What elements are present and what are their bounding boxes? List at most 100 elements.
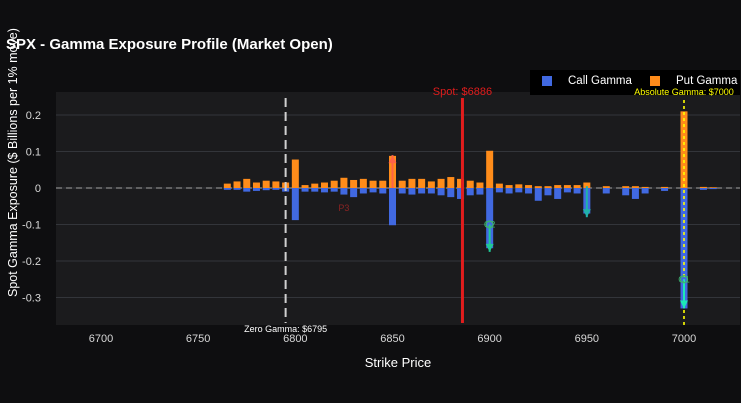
put-bar [379, 180, 387, 188]
put-bar [699, 186, 707, 188]
call-bar [359, 188, 367, 194]
level-arrow-head [680, 300, 688, 309]
call-bar [369, 188, 377, 193]
put-bar [602, 186, 610, 188]
call-bar [320, 188, 328, 193]
call-bar [661, 188, 669, 191]
put-bar [515, 184, 523, 188]
put-bar [291, 159, 299, 188]
legend-call-label: Call Gamma [568, 75, 632, 87]
call-bar [350, 188, 358, 198]
call-bar [554, 188, 562, 199]
call-swatch [542, 76, 552, 86]
put-bar [369, 180, 377, 188]
put-bar [466, 180, 474, 188]
call-bar [330, 188, 338, 192]
y-tick-label: 0.1 [26, 147, 41, 159]
legend-put-label: Put Gamma [676, 75, 738, 87]
chart-title: SPX - Gamma Exposure Profile (Market Ope… [6, 36, 333, 53]
level-label: C1 [678, 274, 690, 284]
put-bar [311, 183, 319, 188]
y-tick-label: -0.1 [22, 220, 41, 232]
call-bar [505, 188, 513, 194]
x-tick-label: 6950 [575, 333, 599, 345]
call-bar [398, 188, 406, 194]
put-bar [408, 178, 416, 188]
call-bar [233, 188, 241, 190]
put-bar [563, 185, 571, 188]
put-bar [427, 181, 435, 188]
level-arrow-head [388, 155, 397, 164]
put-bar [223, 183, 231, 188]
call-bar [243, 188, 251, 192]
level-label: P3 [338, 203, 349, 213]
y-tick-label: 0.2 [26, 110, 41, 122]
y-tick-label: 0 [35, 183, 41, 195]
call-bar [680, 188, 688, 309]
put-bar [233, 181, 241, 188]
level-marker [485, 220, 494, 229]
put-bar [622, 186, 630, 188]
call-bar [301, 188, 309, 192]
put-bar [709, 187, 717, 188]
call-bar [262, 188, 270, 191]
call-bar [515, 188, 523, 193]
call-bar [272, 188, 280, 190]
put-bar [641, 186, 649, 188]
put-bar [495, 183, 503, 188]
put-bar [398, 180, 406, 188]
call-bar [427, 188, 435, 194]
call-bar [379, 188, 387, 194]
put-bar [437, 178, 445, 188]
call-bar [252, 188, 260, 191]
call-bar [622, 188, 630, 196]
put-bar [320, 182, 328, 188]
call-bar [408, 188, 416, 195]
put-bar [631, 186, 639, 188]
put-bar [457, 178, 465, 188]
call-bar [457, 188, 465, 199]
legend: Call Gamma Put Gamma [530, 70, 740, 95]
call-bar [641, 188, 649, 194]
put-bar [525, 185, 533, 188]
call-bar [389, 188, 396, 226]
call-bar [447, 188, 455, 198]
x-tick-label: 6850 [380, 333, 404, 345]
x-tick-label: 6900 [477, 333, 501, 345]
put-bar [262, 180, 270, 188]
call-bar [573, 188, 581, 194]
level-arrow-head [582, 209, 591, 218]
call-bar [699, 188, 707, 190]
x-axis-label: Strike Price [364, 355, 432, 370]
call-bar [709, 188, 717, 190]
put-bar [583, 182, 591, 188]
legend-item-call[interactable]: Call Gamma [542, 75, 632, 87]
legend-item-put[interactable]: Put Gamma [650, 75, 737, 87]
call-bar [495, 188, 503, 193]
call-bar [534, 188, 542, 201]
put-bar [340, 177, 348, 188]
x-tick-label: 6700 [89, 333, 113, 345]
y-axis-label: Spot Gamma Exposure ($ Billions per 1% m… [6, 28, 20, 297]
call-bar [486, 188, 494, 249]
call-bar [525, 188, 533, 194]
put-bar [505, 185, 513, 188]
put-bar [243, 178, 251, 188]
put-bar [534, 186, 542, 188]
y-tick-label: -0.2 [22, 256, 41, 268]
put-bar [661, 186, 669, 188]
put-swatch [650, 76, 660, 86]
level-marker [679, 275, 689, 284]
put-bar [573, 185, 581, 188]
call-bar [437, 188, 445, 196]
put-bar [544, 186, 552, 188]
call-bar [476, 188, 484, 195]
put-bar [486, 150, 494, 188]
call-bar [602, 188, 610, 194]
put-bar [418, 178, 426, 188]
put-bar [252, 182, 260, 188]
call-bar [563, 188, 571, 193]
put-bar [554, 185, 562, 188]
put-bar [447, 177, 455, 188]
